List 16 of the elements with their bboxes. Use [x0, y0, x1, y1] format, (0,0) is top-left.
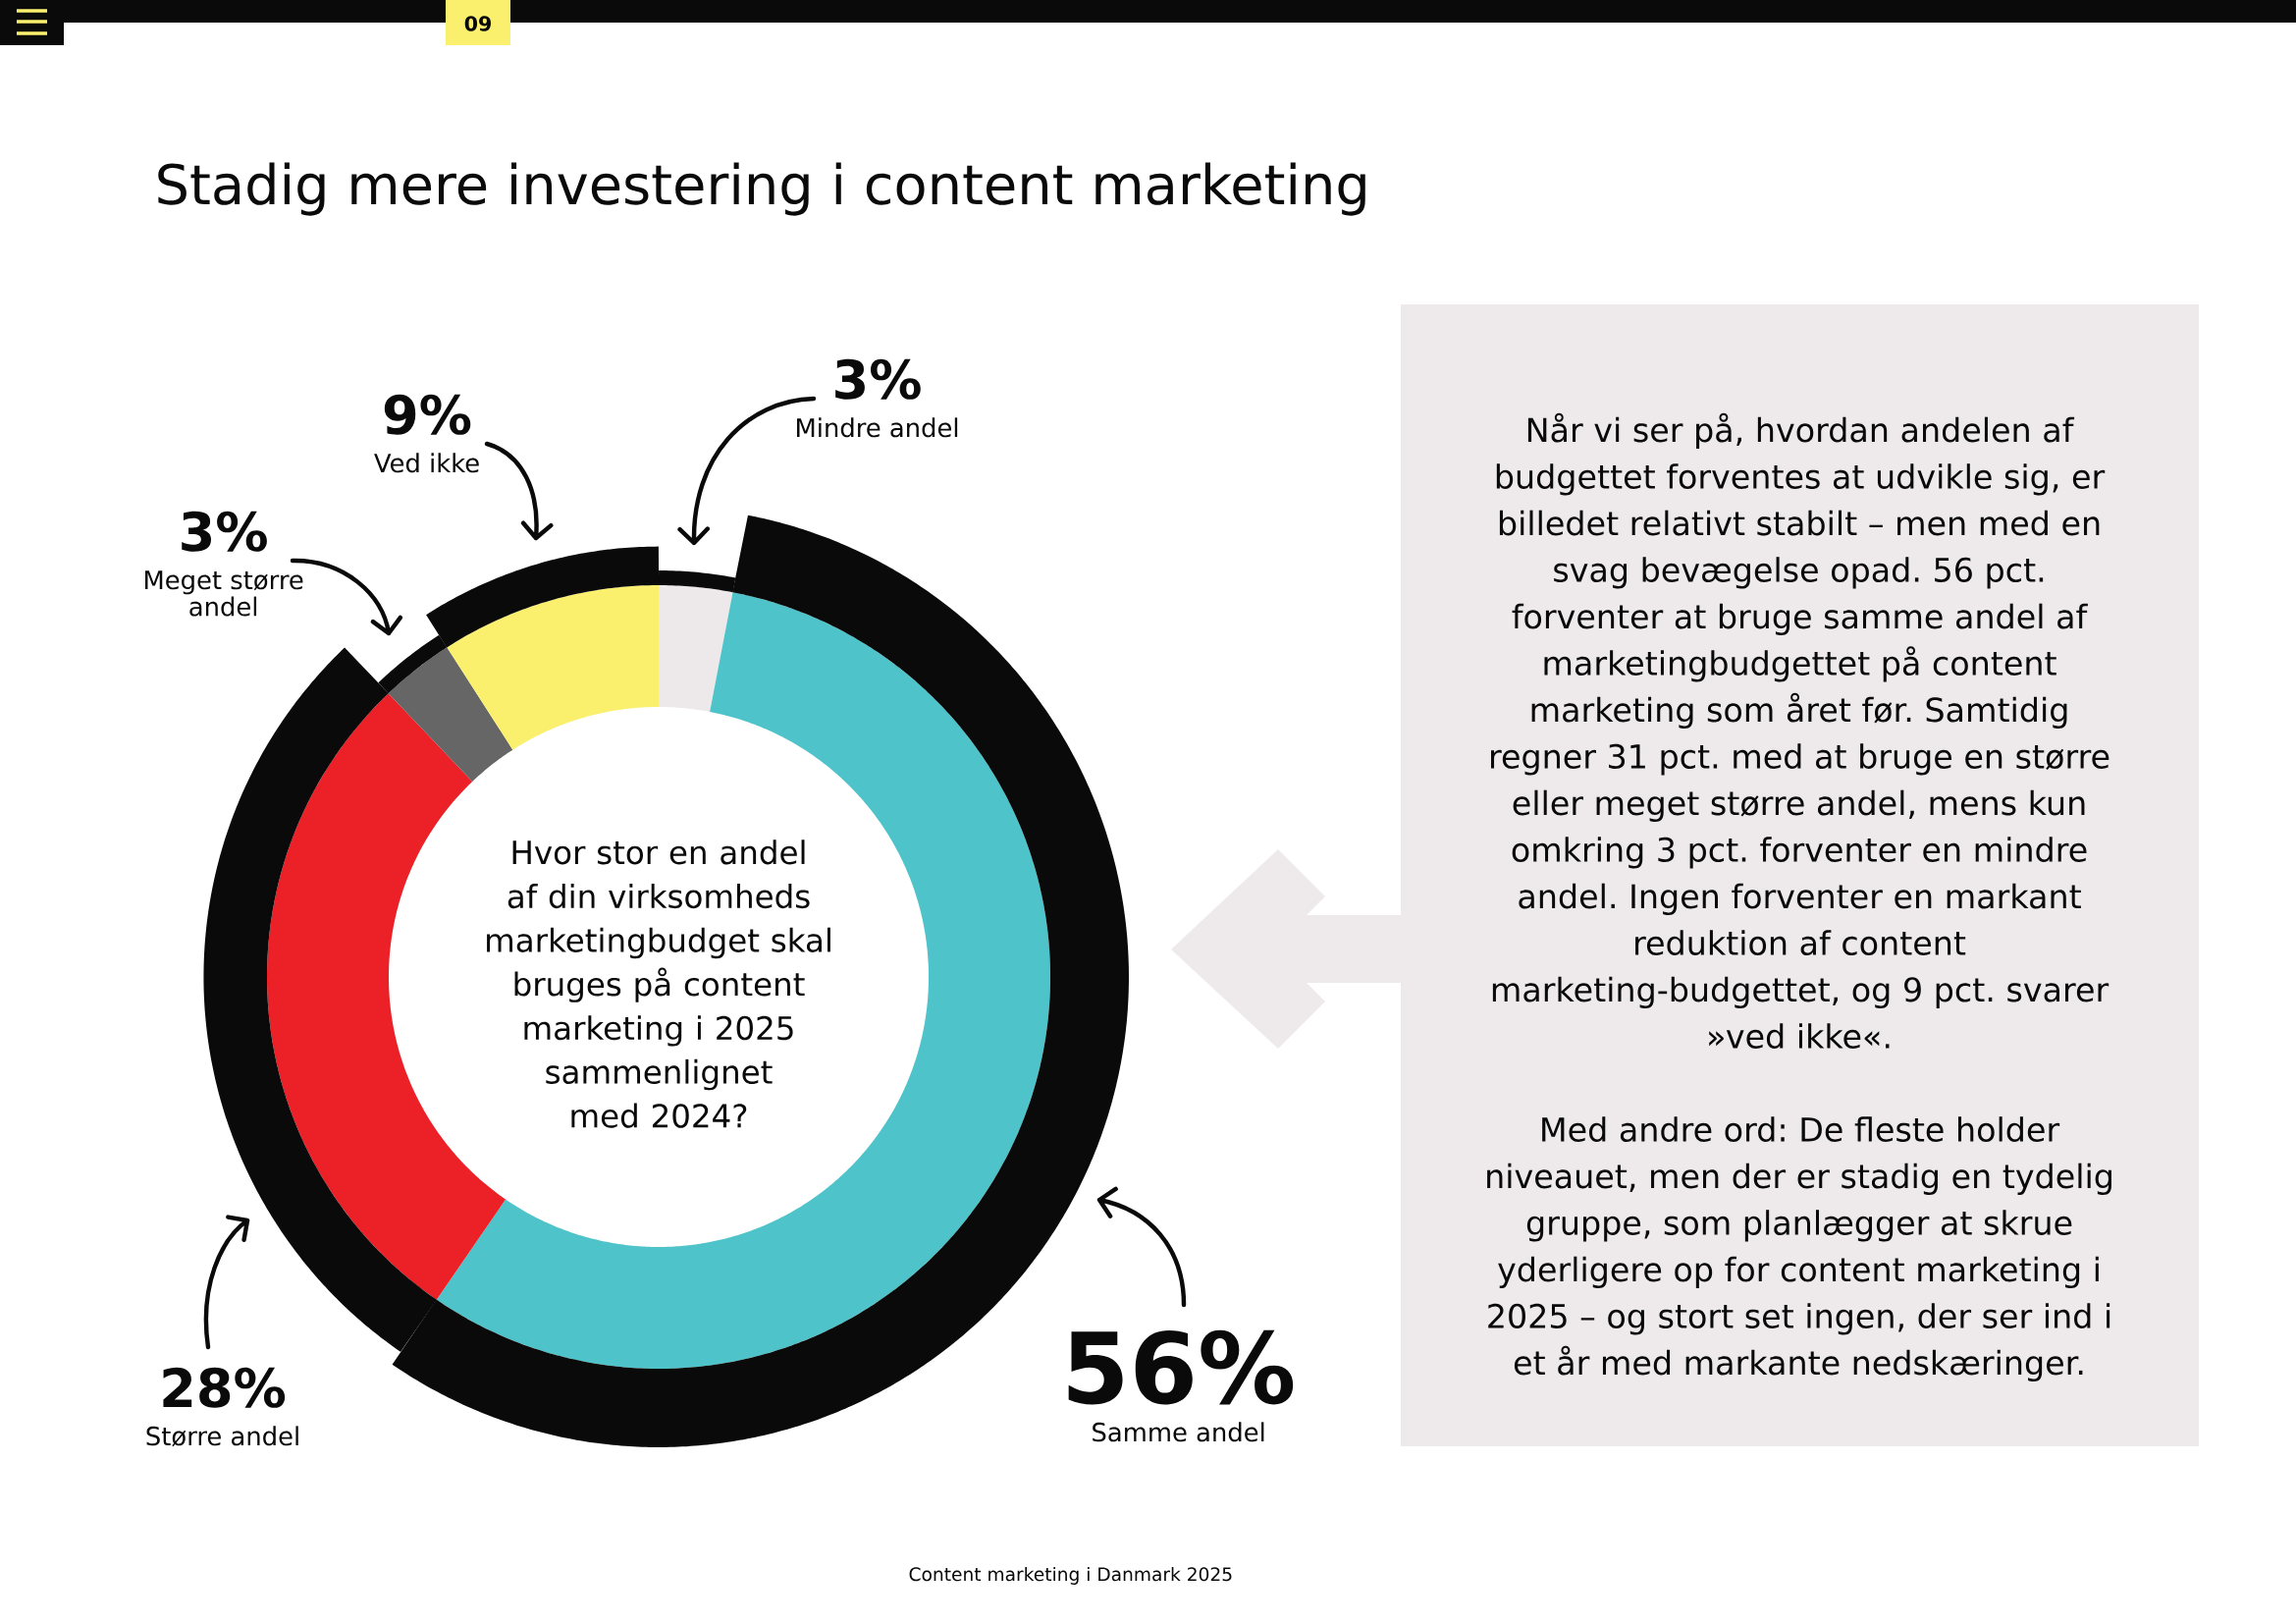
data-label: 28%	[163, 1367, 286, 1408]
slice-label: Ved ikke	[374, 453, 479, 473]
chart-title: Stadig mere investering i content marketing	[158, 162, 1365, 216]
slice-label: Mindre andel	[797, 417, 958, 438]
slice-label: Meget større andel	[144, 570, 303, 617]
data-label: 3%	[835, 358, 921, 400]
slice-label: Samme andel	[1093, 1422, 1264, 1442]
data-label: 56%	[1068, 1329, 1294, 1405]
slice-label: Større andel	[146, 1426, 298, 1447]
text: 09	[464, 16, 491, 31]
text: Med andre ord: De fleste holder niveauet, men der er stadig en tydelig gruppe, som planlægger at skrue yderligere op for content marketing i 2025 – og stort set ingen, der ser ind i et år med markante nedskæringer.	[1487, 1116, 2111, 1381]
text: Hvor stor en andel af din virksomheds marketingbudget skal bruges på content marketing i 2025 sammenlignet med 2024?	[487, 839, 830, 1128]
text: Når vi ser på, hvordan andelen af budgettet forventes at udvikle sig, er billedet relativt stabilt – men med en svag bevægelse opad. 56 pct. forventer at bruge samme andel af marketingbudgettet på content marketing som året før. Samtidig regner 31 pct. med at bruge en større eller meget større andel, mens kun omkring 3 pct. forventer en mindre andel. Ingen forventer en markant reduktion af content marketing-budgettet, og 9 pct. svarer »ved ikke«.	[1491, 412, 2109, 1049]
data-label: 3%	[182, 511, 267, 552]
data-label: 9%	[384, 394, 471, 435]
text: Content marketing i Danmark 2025	[909, 1566, 1232, 1585]
